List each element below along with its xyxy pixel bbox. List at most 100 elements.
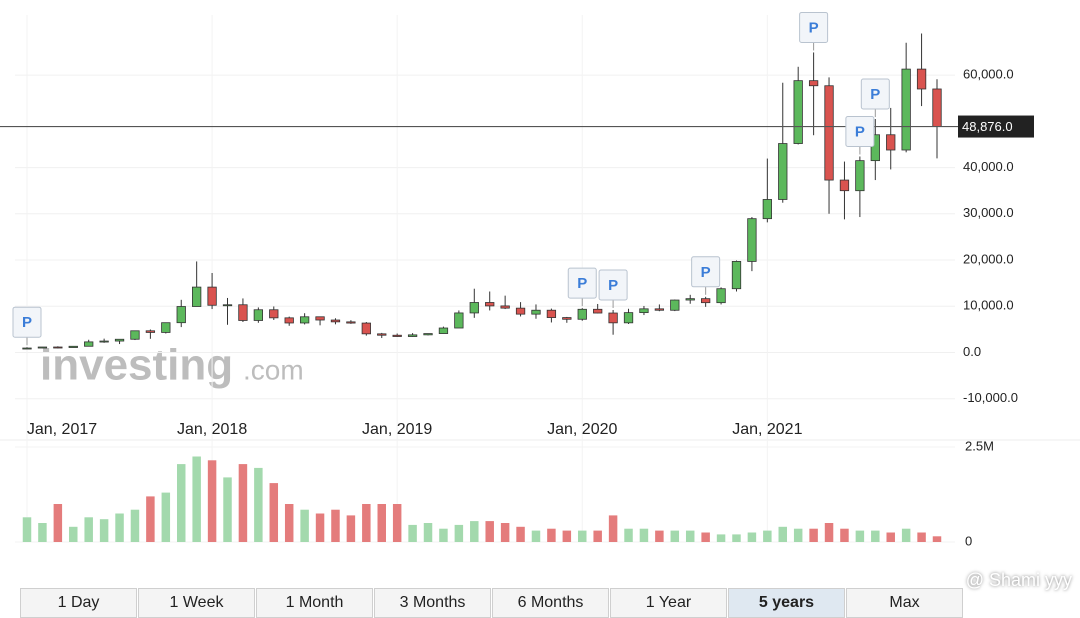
candle-body [37, 346, 48, 349]
y-tick-label: 60,000.0 [963, 67, 1014, 82]
candle-body [176, 306, 186, 324]
candle-body [238, 304, 248, 321]
volume-bar [439, 528, 448, 542]
volume-bar [932, 536, 942, 542]
volume-bar [655, 530, 664, 542]
volume-bar [685, 530, 695, 542]
candle-body [932, 88, 942, 127]
candle-body [330, 319, 341, 323]
candle-body [84, 341, 94, 347]
flag-box [691, 256, 721, 288]
flag-label: P [22, 314, 32, 331]
candle-body [361, 322, 371, 335]
candle-body [778, 143, 788, 200]
volume-bar [53, 504, 63, 542]
y-tick-label: -10,000.0 [963, 390, 1018, 405]
volume-bar [608, 515, 618, 542]
candle-body [469, 302, 479, 314]
volume-bar [454, 524, 464, 542]
volume-bar [547, 528, 556, 542]
candle-body [438, 327, 449, 334]
volume-bar [315, 513, 325, 542]
candle-body [161, 322, 171, 333]
range-button[interactable]: Max [846, 588, 963, 618]
volume-bar [701, 532, 710, 542]
range-button[interactable]: 1 Year [610, 588, 727, 618]
volume-bar [207, 460, 217, 542]
last-price-box [958, 115, 1034, 138]
volume-bar [238, 464, 248, 542]
range-button[interactable]: 1 Month [256, 588, 373, 618]
volume-bar [500, 523, 510, 542]
volume-tick-label: 0 [965, 533, 972, 548]
range-button[interactable]: 3 Months [374, 588, 491, 618]
candle-body [299, 316, 310, 324]
candle-body [577, 308, 587, 320]
candle-body [793, 80, 803, 144]
candle-body [685, 298, 695, 301]
flag-box [845, 115, 875, 147]
range-buttons: 1 Day 1 Week 1 Month 3 Months 6 Months 1 Year… [20, 588, 1060, 618]
candle-body [716, 288, 726, 304]
range-button[interactable]: 1 Week [138, 588, 255, 618]
flag-box [860, 78, 890, 110]
candle-body [824, 85, 834, 181]
volume-bar [624, 528, 633, 542]
candle-body [808, 80, 819, 87]
flag-label: P [608, 277, 618, 294]
volume-bar [670, 530, 680, 542]
candle-body [500, 305, 510, 309]
candle-body [377, 333, 387, 336]
watermark-brand: investing [40, 341, 233, 390]
candle-body [192, 286, 202, 307]
volume-bar [855, 530, 865, 542]
y-tick-label: 0.0 [963, 344, 981, 359]
volume-bar [99, 519, 109, 542]
candle-body [623, 312, 634, 324]
candle-body [747, 218, 757, 262]
volume-bar [38, 523, 47, 542]
candle-body [839, 179, 850, 192]
flag-label: P [577, 275, 587, 292]
candle-body [916, 68, 927, 90]
flag-label: P [855, 123, 865, 140]
volume-tick-label: 2.5M [965, 438, 994, 453]
volume-bar [809, 528, 818, 542]
range-button[interactable]: 6 Months [492, 588, 609, 618]
volume-bar [284, 504, 294, 542]
volume-bar [84, 517, 93, 542]
volume-bar [516, 526, 525, 542]
candle-body [515, 307, 526, 315]
volume-bar [377, 504, 386, 542]
candle-body [130, 330, 140, 340]
candle-body [670, 299, 680, 311]
volume-bar [917, 532, 926, 542]
x-tick-label: Jan, 2017 [27, 421, 97, 438]
volume-bar [886, 532, 895, 542]
volume-bar [871, 530, 880, 542]
volume-bar [362, 504, 371, 542]
candle-body [423, 333, 433, 336]
volume-bar [840, 528, 849, 542]
candle-body [145, 330, 156, 333]
candle-body [562, 317, 572, 320]
volume-bar [763, 530, 772, 542]
flag-label: P [809, 19, 819, 36]
candle-body [901, 68, 911, 151]
candle-body [269, 309, 279, 319]
candle-body [22, 347, 32, 350]
volume-bar [716, 534, 726, 542]
range-button[interactable]: 5 years [728, 588, 845, 618]
volume-bar [69, 526, 78, 542]
range-button[interactable]: 1 Day [20, 588, 137, 618]
volume-bar [778, 526, 788, 542]
volume-bar [22, 517, 32, 542]
credit: @ Shami yyy [965, 570, 1072, 590]
volume-bar [130, 509, 140, 542]
candle-body [207, 286, 217, 306]
y-tick-label: 30,000.0 [963, 205, 1014, 220]
volume-bar [901, 528, 911, 542]
volume-bar [485, 521, 494, 542]
